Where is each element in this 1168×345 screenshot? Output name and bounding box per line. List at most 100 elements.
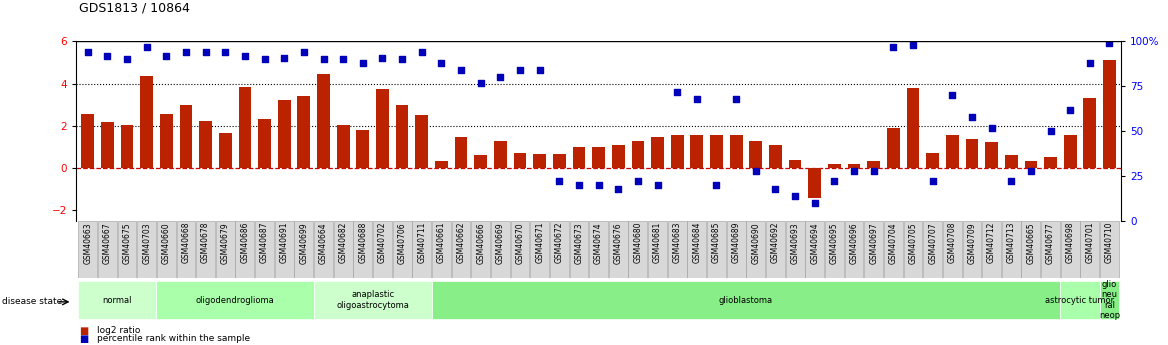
Bar [1064,135,1077,168]
Bar [1103,60,1115,168]
Text: GSM40690: GSM40690 [751,222,760,264]
Bar [491,221,509,278]
Point [904,42,923,48]
Point [1002,179,1021,184]
Point [138,44,157,50]
Bar [1061,281,1099,319]
Point [844,168,863,173]
Point [1041,128,1059,134]
Bar [294,221,313,278]
Bar [334,221,353,278]
Point [510,67,529,73]
Bar [298,96,311,168]
Text: GSM40702: GSM40702 [378,222,387,264]
Bar [314,221,333,278]
Point [786,193,805,198]
Bar [392,221,411,278]
Bar [985,142,997,168]
Bar [550,221,569,278]
Text: ■: ■ [79,334,89,344]
Text: glio
neu
ral
neop: glio neu ral neop [1099,280,1120,320]
Text: GSM40697: GSM40697 [869,222,878,264]
Bar [157,221,175,278]
Bar [868,161,880,168]
Point [1080,60,1099,66]
Bar [376,89,389,168]
Bar [238,87,251,168]
Text: GSM40695: GSM40695 [830,222,839,264]
Bar [828,164,841,168]
Point [256,57,274,62]
Bar [274,221,293,278]
Bar [180,105,193,168]
Bar [82,114,95,168]
Bar [786,221,805,278]
Text: GSM40684: GSM40684 [693,222,701,264]
Bar [474,155,487,168]
Bar [176,221,195,278]
Text: log2 ratio: log2 ratio [97,326,140,335]
Text: GSM40673: GSM40673 [575,222,584,264]
Text: GSM40678: GSM40678 [201,222,210,264]
Point [668,89,687,95]
Bar [864,221,883,278]
Bar [416,115,429,168]
Point [864,168,883,173]
Point [78,49,97,55]
Bar [494,141,507,168]
Point [176,49,195,55]
Text: GSM40703: GSM40703 [142,222,151,264]
Bar [1061,221,1079,278]
Text: glioblastoma: glioblastoma [719,296,773,305]
Text: GSM40705: GSM40705 [909,222,918,264]
Text: GSM40666: GSM40666 [477,222,485,264]
Text: GSM40698: GSM40698 [1065,222,1075,264]
Bar [572,147,585,168]
Bar [844,221,863,278]
Bar [730,135,743,168]
Point [98,53,117,59]
Bar [140,76,153,168]
Point [236,53,255,59]
Point [589,182,607,188]
Text: oligodendroglioma: oligodendroglioma [196,296,274,305]
Text: GSM40713: GSM40713 [1007,222,1016,264]
Bar [769,145,781,168]
Point [1022,168,1041,173]
Text: GSM40710: GSM40710 [1105,222,1114,264]
Text: GSM40664: GSM40664 [319,222,328,264]
Point [726,96,745,101]
Text: percentile rank within the sample: percentile rank within the sample [97,334,250,343]
Point [530,67,549,73]
Bar [471,221,491,278]
Bar [1024,161,1037,168]
Text: GSM40680: GSM40680 [633,222,642,264]
Bar [766,221,785,278]
Text: GSM40708: GSM40708 [947,222,957,264]
Bar [314,281,432,319]
Bar [396,105,409,168]
Bar [982,221,1001,278]
Text: ■: ■ [79,326,89,335]
Point [609,186,627,191]
Text: GSM40704: GSM40704 [889,222,898,264]
Point [884,44,903,50]
Bar [1022,221,1041,278]
Bar [218,133,231,168]
Text: GSM40688: GSM40688 [359,222,367,263]
Point [118,57,137,62]
Text: disease state: disease state [2,297,63,306]
Text: GSM40661: GSM40661 [437,222,446,264]
Point [373,55,391,60]
Text: GSM40669: GSM40669 [496,222,505,264]
Point [412,49,431,55]
Bar [278,100,291,168]
Point [491,75,509,80]
Bar [726,221,745,278]
Text: GSM40694: GSM40694 [811,222,819,264]
Bar [1004,155,1017,168]
Text: GSM40696: GSM40696 [849,222,858,264]
Point [806,200,825,206]
Point [1100,40,1119,46]
Bar [805,221,825,278]
